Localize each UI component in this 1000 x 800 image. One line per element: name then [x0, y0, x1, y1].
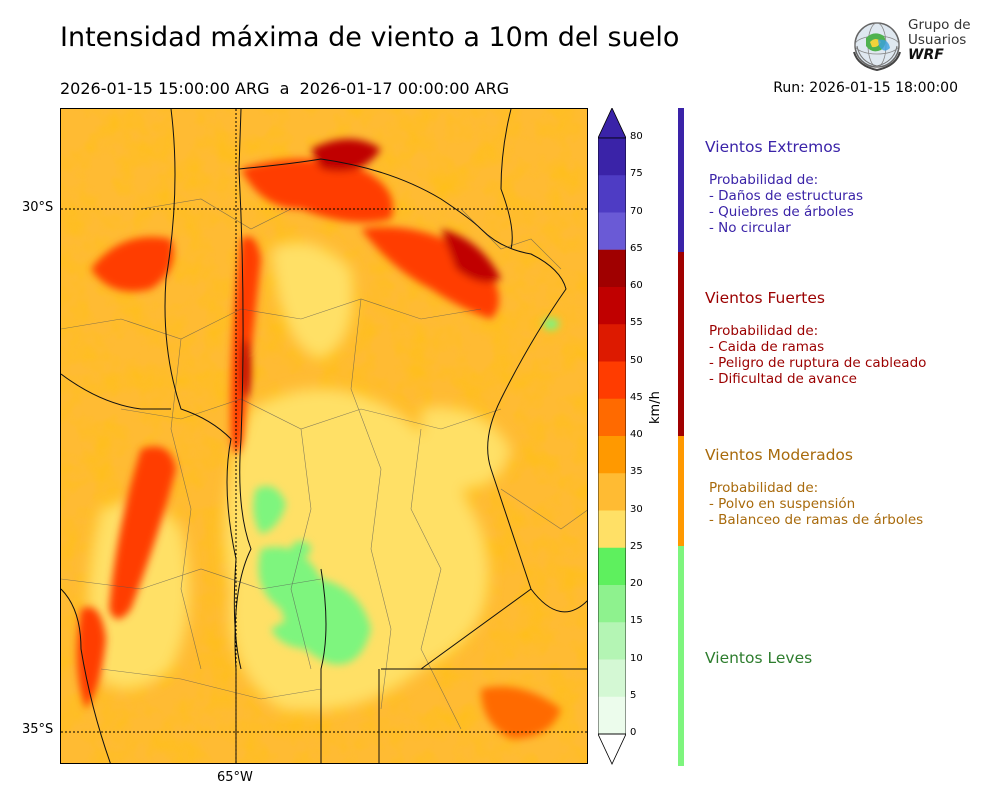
- colorbar: [598, 108, 626, 765]
- colorbar-swatch: [598, 287, 626, 325]
- category-line: - Quiebres de árboles: [709, 204, 854, 220]
- department-borders: [61, 198, 587, 730]
- colorbar-swatch: [598, 212, 626, 251]
- page-title: Intensidad máxima de viento a 10m del su…: [60, 22, 680, 53]
- category-strong: Vientos Fuertes Probabilidad de: - Caida d…: [705, 289, 926, 387]
- colorbar-tick-label: 40: [630, 429, 643, 440]
- province-borders: [61, 109, 587, 763]
- colorbar-max-arrow: [598, 108, 626, 139]
- colorbar-swatch: [598, 138, 626, 176]
- category-line: Probabilidad de:: [709, 480, 819, 496]
- colorbar-tick-label: 50: [630, 354, 643, 366]
- colorbar-tick-label: 70: [630, 205, 643, 217]
- run-time: Run: 2026-01-15 18:00:00: [773, 80, 958, 96]
- colorbar-tick-label: 10: [630, 652, 643, 664]
- category-light: Vientos Leves: [705, 649, 812, 667]
- colorbar-unit: km/h: [648, 391, 663, 424]
- category-line: - Polvo en suspensión: [709, 496, 856, 512]
- category-moderate: Vientos Moderados Probabilidad de: - Polvo…: [705, 446, 923, 528]
- colorbar-tick-label: 35: [630, 466, 643, 478]
- category-title: Vientos Moderados: [705, 446, 853, 464]
- colorbar-tick-label: 15: [630, 615, 643, 627]
- category-line: - Caida de ramas: [709, 339, 825, 355]
- category-title: Vientos Fuertes: [705, 289, 825, 307]
- colorbar-tick-label: 45: [630, 391, 643, 403]
- colorbar-tick-label: 20: [630, 578, 643, 589]
- colorbar-swatch: [598, 175, 626, 213]
- band-light: [678, 546, 684, 766]
- logo-line-1: Grupo de: [908, 17, 971, 33]
- colorbar-min-arrow: [598, 733, 626, 765]
- forecast-period: 2026-01-15 15:00:00 ARG a 2026-01-17 00:…: [60, 79, 510, 98]
- lat-label-35s: 35°S: [22, 722, 54, 737]
- lon-label-65w: 65°W: [217, 770, 253, 785]
- wrf-logo: Grupo de Usuarios WRF: [848, 16, 973, 74]
- colorbar-tick-label: 30: [630, 503, 643, 515]
- colorbar-swatch: [598, 398, 626, 437]
- logo-line-2: Usuarios: [908, 32, 967, 48]
- band-moderate: [678, 436, 684, 546]
- colorbar-tick-label: 55: [630, 317, 643, 329]
- colorbar-tick-label: 25: [630, 540, 643, 552]
- colorbar-tick-label: 0: [630, 727, 637, 738]
- logo-line-3: WRF: [908, 47, 944, 63]
- colorbar-swatch: [598, 324, 626, 362]
- globe-icon: [853, 22, 901, 72]
- category-line: - Dificultad de avance: [709, 371, 857, 387]
- category-title: Vientos Extremos: [705, 138, 841, 156]
- colorbar-swatch: [598, 696, 626, 735]
- band-strong: [678, 252, 684, 436]
- category-line: Probabilidad de:: [709, 323, 819, 339]
- category-title: Vientos Leves: [705, 649, 813, 667]
- category-line: Probabilidad de:: [709, 172, 819, 188]
- colorbar-tick-label: 80: [630, 131, 643, 142]
- colorbar-swatch: [598, 659, 626, 698]
- colorbar-swatch: [598, 473, 626, 511]
- colorbar-swatch: [598, 547, 626, 586]
- category-line: - Daños de estructuras: [709, 188, 864, 204]
- colorbar-tick-label: 5: [630, 689, 637, 701]
- colorbar-tick-label: 65: [630, 242, 643, 254]
- colorbar-swatch: [598, 510, 626, 549]
- colorbar-tick-label: 60: [630, 280, 643, 291]
- colorbar-swatch: [598, 622, 626, 660]
- category-line: - Balanceo de ramas de árboles: [709, 512, 924, 528]
- colorbar-tick-label: 75: [630, 168, 643, 180]
- colorbar-swatch: [598, 249, 626, 288]
- wind-map: [60, 108, 588, 764]
- colorbar-swatch: [598, 361, 626, 400]
- category-extreme: Vientos Extremos Probabilidad de: - Daños …: [705, 138, 863, 236]
- band-extreme: [678, 108, 684, 252]
- category-line: - Peligro de ruptura de cableado: [709, 355, 927, 371]
- category-line: - No circular: [709, 220, 791, 236]
- lat-label-30s: 30°S: [22, 200, 54, 215]
- graticule: [61, 109, 587, 763]
- colorbar-swatch: [598, 585, 626, 623]
- colorbar-swatch: [598, 436, 626, 474]
- light-wind-area: [253, 318, 559, 665]
